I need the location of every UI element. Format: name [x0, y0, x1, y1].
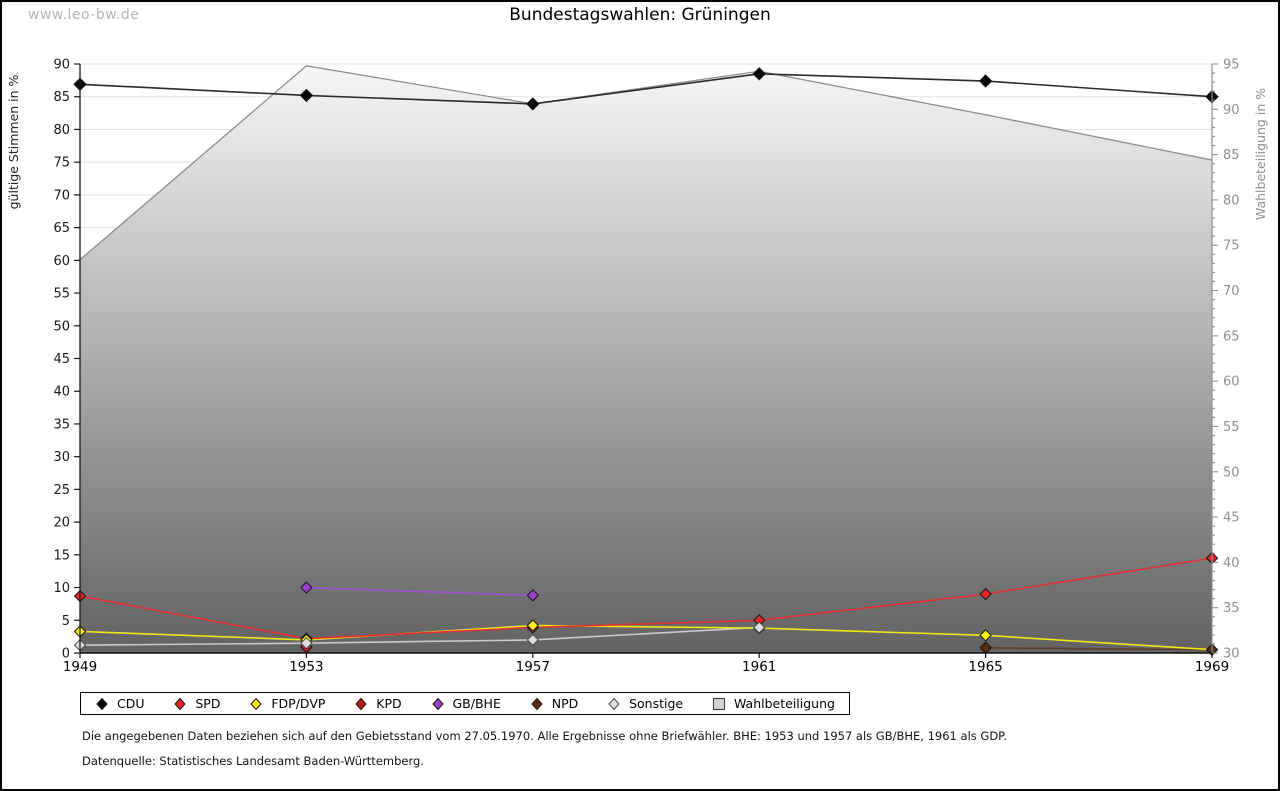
footnote-geography: Die angegebenen Daten beziehen sich auf …: [82, 729, 1007, 743]
svg-text:80: 80: [1223, 193, 1240, 208]
footnote-source: Datenquelle: Statistisches Landesamt Bad…: [82, 754, 424, 768]
svg-text:1957: 1957: [516, 659, 550, 675]
svg-text:55: 55: [1223, 420, 1240, 435]
svg-text:25: 25: [53, 483, 70, 498]
svg-text:65: 65: [53, 221, 70, 236]
svg-text:40: 40: [1223, 556, 1240, 571]
chart-title: Bundestagswahlen: Grüningen: [509, 5, 771, 25]
legend-label: Sonstige: [629, 696, 684, 711]
svg-text:95: 95: [1223, 58, 1240, 73]
series-line-sonstige: [79, 626, 760, 646]
svg-text:60: 60: [53, 254, 70, 269]
svg-text:1953: 1953: [289, 659, 323, 675]
legend-item-cdu: CDU: [95, 696, 145, 711]
svg-text:55: 55: [53, 287, 70, 302]
legend-item-kpd: KPD: [354, 696, 402, 711]
svg-text:70: 70: [53, 188, 70, 203]
svg-text:65: 65: [1223, 329, 1240, 344]
svg-text:80: 80: [53, 123, 70, 138]
legend-item-sonstige: Sonstige: [607, 696, 683, 711]
series-diamond-icon: [608, 697, 620, 710]
watermark: www.leo-bw.de: [28, 7, 140, 23]
svg-text:50: 50: [1223, 465, 1240, 480]
svg-text:1961: 1961: [742, 659, 776, 675]
y-axis-left: 0 5 10 15 20 25 30 35 40 45 50 55 60 65 70 75 80 85 90: [53, 58, 80, 662]
svg-text:35: 35: [53, 417, 70, 432]
svg-text:75: 75: [53, 156, 70, 171]
svg-text:40: 40: [53, 385, 70, 400]
legend-item-gb-bhe: GB/BHE: [431, 696, 501, 711]
svg-text:10: 10: [53, 581, 70, 596]
series-diamond-icon: [174, 697, 187, 710]
left-axis-title: gültige Stimmen in %: [6, 74, 21, 209]
turnout-line: [79, 65, 1213, 261]
svg-text:35: 35: [1223, 601, 1240, 616]
series-line-fdp-dvp: [79, 624, 1213, 651]
svg-text:85: 85: [53, 90, 70, 105]
turnout-area: [80, 65, 1212, 653]
svg-text:60: 60: [1223, 375, 1240, 390]
svg-text:90: 90: [53, 58, 70, 73]
turnout-square-icon: [712, 697, 725, 710]
svg-text:30: 30: [53, 450, 70, 465]
legend-item-npd: NPD: [530, 696, 579, 711]
svg-text:45: 45: [1223, 511, 1240, 526]
svg-text:15: 15: [53, 548, 70, 563]
svg-text:30: 30: [1223, 647, 1240, 662]
legend-label: NPD: [551, 696, 579, 711]
legend-label: SPD: [195, 696, 221, 711]
legend-label: Wahlbeteiligung: [733, 696, 835, 711]
legend-label: FDP/DVP: [271, 696, 326, 711]
svg-text:0: 0: [62, 647, 70, 662]
svg-text:20: 20: [53, 516, 70, 531]
y-axis-right: 30 35 40 45 50 55 60 65 70 75 80 85 90 95: [1212, 58, 1240, 662]
svg-text:5: 5: [62, 614, 70, 629]
svg-text:75: 75: [1223, 239, 1240, 254]
right-axis-title: Wahlbeteiligung in %: [1253, 88, 1268, 220]
legend-item-fdp-dvp: FDP/DVP: [249, 696, 325, 711]
legend-label: CDU: [117, 696, 145, 711]
series-diamond-icon: [355, 697, 367, 710]
legend-item-spd: SPD: [173, 696, 220, 711]
series-line-cdu: [79, 73, 1213, 105]
legend-label: KPD: [376, 696, 402, 711]
legend-item-wahlbeteiligung: Wahlbeteiligung: [712, 696, 835, 711]
svg-text:90: 90: [1223, 103, 1240, 118]
series-line-npd: [985, 646, 1213, 651]
legend-label: GB/BHE: [452, 696, 501, 711]
svg-text:85: 85: [1223, 148, 1240, 163]
x-axis: 1949 1953 1957 1961 1965 1969: [63, 653, 1229, 675]
series-diamond-icon: [250, 697, 263, 710]
svg-text:1965: 1965: [968, 659, 1002, 675]
series-diamond-icon: [96, 697, 108, 710]
chart-legend: CDU SPD FDP/DVP KPD GB/BHE NPD Sonstige Wahlbet…: [80, 692, 850, 715]
series-line-spd: [79, 557, 1213, 640]
series-diamond-icon: [531, 697, 543, 710]
svg-text:1969: 1969: [1195, 659, 1229, 675]
svg-text:50: 50: [53, 319, 70, 334]
series-markers-gb-bhe: [300, 581, 540, 602]
svg-text:70: 70: [1223, 284, 1240, 299]
series-diamond-icon: [431, 697, 444, 710]
svg-text:1949: 1949: [63, 659, 97, 675]
series-line-gb-bhe: [306, 586, 533, 597]
svg-text:45: 45: [53, 352, 70, 367]
